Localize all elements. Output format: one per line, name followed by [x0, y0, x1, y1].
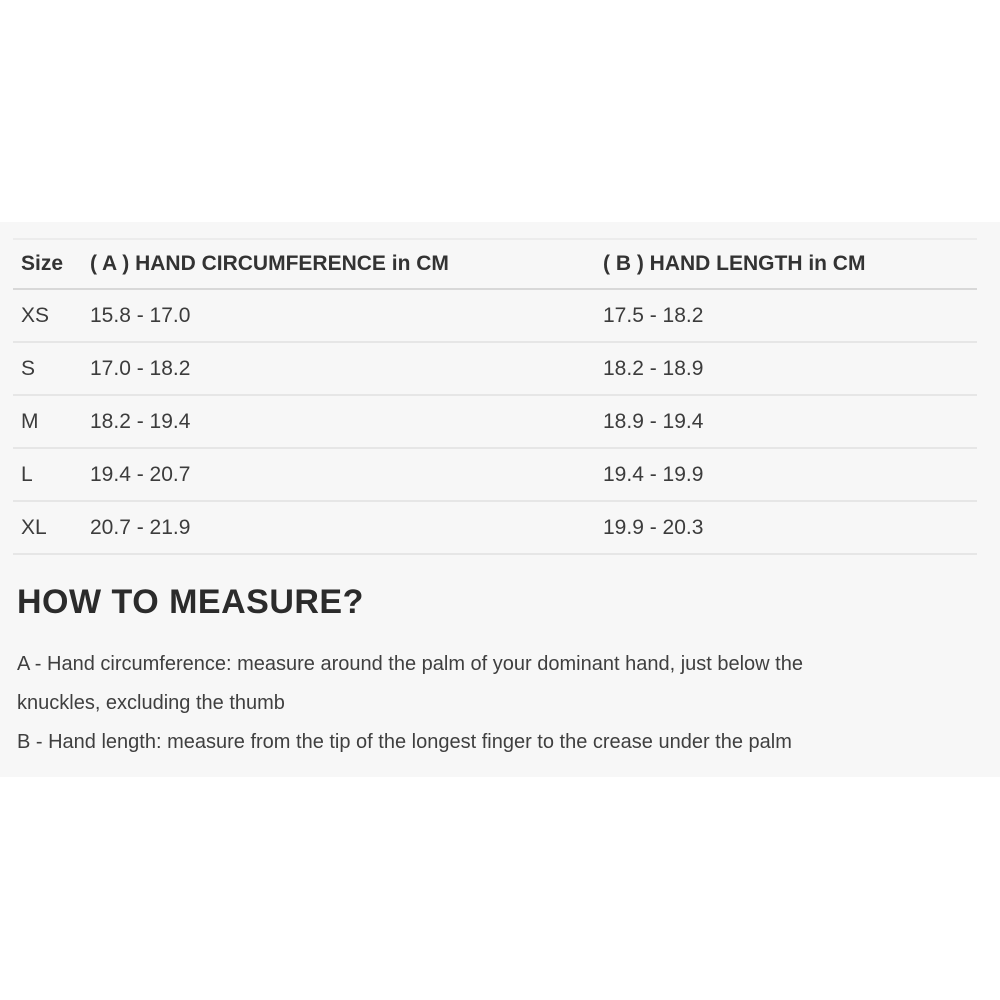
size-guide-panel: Size ( A ) HAND CIRCUMFERENCE in CM ( B … [0, 222, 1000, 777]
size-cell: XS [13, 289, 82, 343]
circumference-cell: 17.0 - 18.2 [82, 342, 595, 396]
table-row: L 19.4 - 20.7 19.4 - 19.9 [13, 448, 977, 502]
header-row: Size ( A ) HAND CIRCUMFERENCE in CM ( B … [13, 239, 977, 290]
table-row: XS 15.8 - 17.0 17.5 - 18.2 [13, 289, 977, 343]
circumference-cell: 18.2 - 19.4 [82, 395, 595, 449]
column-header-hand-circumference: ( A ) HAND CIRCUMFERENCE in CM [82, 239, 595, 290]
size-chart-table: Size ( A ) HAND CIRCUMFERENCE in CM ( B … [13, 238, 977, 555]
table-row: S 17.0 - 18.2 18.2 - 18.9 [13, 342, 977, 396]
circumference-cell: 20.7 - 21.9 [82, 501, 595, 555]
column-header-hand-length: ( B ) HAND LENGTH in CM [595, 239, 977, 290]
how-to-measure-heading: HOW TO MEASURE? [17, 583, 364, 621]
length-cell: 19.9 - 20.3 [595, 501, 977, 555]
size-cell: L [13, 448, 82, 502]
circumference-cell: 15.8 - 17.0 [82, 289, 595, 343]
size-cell: S [13, 342, 82, 396]
length-cell: 19.4 - 19.9 [595, 448, 977, 502]
instruction-line-a-1: A - Hand circumference: measure around t… [17, 653, 803, 675]
length-cell: 18.9 - 19.4 [595, 395, 977, 449]
size-cell: XL [13, 501, 82, 555]
column-header-size: Size [13, 239, 82, 290]
size-cell: M [13, 395, 82, 449]
measuring-instructions: A - Hand circumference: measure around t… [17, 645, 977, 762]
circumference-cell: 19.4 - 20.7 [82, 448, 595, 502]
length-cell: 17.5 - 18.2 [595, 289, 977, 343]
length-cell: 18.2 - 18.9 [595, 342, 977, 396]
table-row: M 18.2 - 19.4 18.9 - 19.4 [13, 395, 977, 449]
instruction-line-b: B - Hand length: measure from the tip of… [17, 731, 792, 753]
table-row: XL 20.7 - 21.9 19.9 - 20.3 [13, 501, 977, 555]
instruction-line-a-2: knuckles, excluding the thumb [17, 692, 285, 714]
